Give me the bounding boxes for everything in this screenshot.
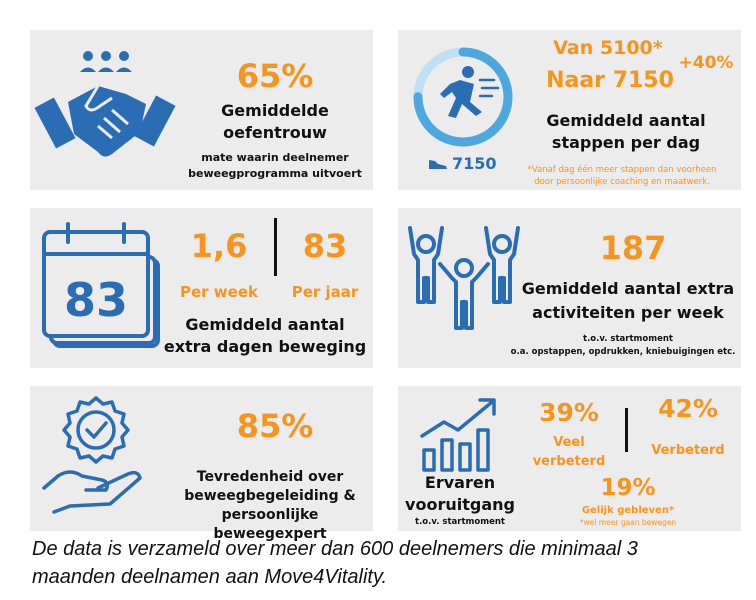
growth-chart-icon	[420, 398, 496, 472]
panel-vooruitgang: Ervaren vooruitgang t.o.v. startmoment 3…	[398, 386, 741, 531]
vooruitgang-c-value: 19%	[600, 475, 656, 501]
handshake-icon	[34, 51, 176, 157]
tevredenheid-title-2: beweegbegeleiding &	[184, 488, 356, 504]
people-cheering-icon	[408, 226, 520, 330]
dagen-title-2: extra dagen beweging	[163, 337, 367, 356]
activiteiten-value: 187	[599, 229, 667, 267]
vooruitgang-c-note: *wel meer gaan bewegen	[579, 518, 677, 527]
panel-dagen: 83 1,6 83 Per week Per jaar Gemiddeld aa…	[30, 208, 373, 368]
hand-badge-check-icon	[42, 396, 142, 514]
activiteiten-title-1: Gemiddeld aantal extra	[521, 279, 735, 298]
panel-stappen: Van 5100* Naar 7150 +40% Gemiddeld aanta…	[398, 30, 741, 190]
stappen-to: Naar 7150	[546, 68, 674, 93]
dagen-title-1: Gemiddeld aantal	[185, 315, 345, 334]
vooruitgang-c-label: Gelijk gebleven*	[581, 505, 675, 516]
oefentrouw-sub-2: beweegprogramma uitvoert	[188, 167, 362, 180]
oefentrouw-sub-1: mate waarin deelnemer	[201, 151, 349, 164]
runner-ring-icon	[413, 47, 513, 147]
stappen-title-2: stappen per dag	[551, 133, 701, 152]
activiteiten-sub-2: o.a. opstappen, opdrukken, kniebuigingen…	[510, 347, 736, 357]
vooruitgang-a-label-2: verbeterd	[532, 454, 606, 469]
footer-note: De data is verzameld over meer dan 600 d…	[32, 535, 752, 591]
tevredenheid-title-3: persoonlijke beweegexpert	[213, 507, 327, 542]
dagen-year-value: 83	[302, 227, 348, 265]
shoe-icon	[429, 160, 447, 169]
vooruitgang-b-label: Verbeterd	[651, 443, 725, 458]
stappen-count: 7150	[452, 154, 497, 173]
oefentrouw-title-2: oefentrouw	[223, 123, 327, 142]
stappen-change: +40%	[678, 53, 734, 73]
vooruitgang-label-1: Ervaren	[424, 473, 496, 492]
tevredenheid-value: 85%	[236, 407, 314, 445]
stappen-note-1: *Vanaf dag één meer stappen dan voorheen	[527, 165, 717, 175]
dagen-divider	[274, 218, 277, 276]
panel-oefentrouw: 65% Gemiddelde oefentrouw mate waarin de…	[30, 30, 373, 190]
panel-tevredenheid: 85% Tevredenheid over beweegbegeleiding …	[30, 386, 373, 542]
dagen-week-label: Per week	[180, 283, 258, 301]
oefentrouw-value: 65%	[236, 57, 314, 95]
dagen-year-label: Per jaar	[291, 283, 359, 301]
activiteiten-sub-1: t.o.v. startmoment	[583, 334, 673, 344]
footer-line-2: maanden deelnamen aan Move4Vitality.	[32, 566, 388, 588]
oefentrouw-title-1: Gemiddelde	[221, 101, 329, 120]
vooruitgang-label-2: vooruitgang	[405, 495, 515, 514]
vooruitgang-divider	[625, 408, 628, 452]
panel-activiteiten: 187 Gemiddeld aantal extra activiteiten …	[398, 208, 741, 368]
calendar-number: 83	[64, 273, 128, 327]
activiteiten-title-2: activiteiten per week	[532, 303, 724, 322]
calendar-icon: 83	[42, 222, 160, 348]
vooruitgang-label-sub: t.o.v. startmoment	[415, 517, 505, 527]
footer-line-1: De data is verzameld over meer dan 600 d…	[32, 538, 638, 560]
vooruitgang-b-value: 42%	[658, 394, 718, 423]
vooruitgang-a-label-1: Veel	[553, 435, 585, 450]
stappen-title-1: Gemiddeld aantal	[546, 111, 706, 130]
stappen-note-2: door persoonlijke coaching en maatwerk.	[534, 177, 710, 187]
stappen-from: Van 5100*	[553, 37, 663, 59]
tevredenheid-title-1: Tevredenheid over	[196, 469, 344, 485]
dagen-week-value: 1,6	[190, 227, 248, 265]
vooruitgang-a-value: 39%	[539, 398, 599, 427]
